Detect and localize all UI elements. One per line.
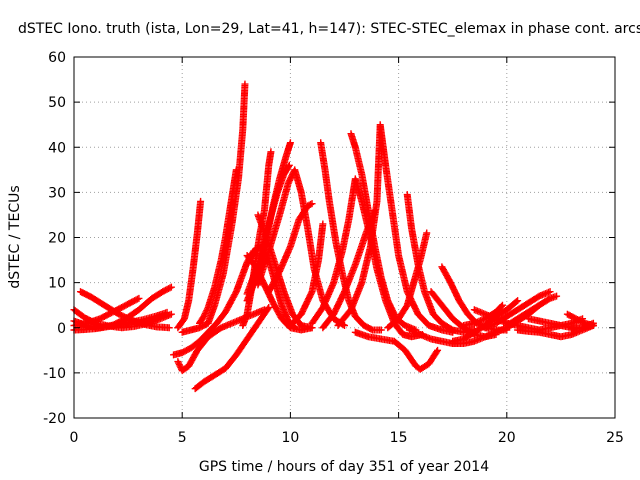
- y-tick-label: 60: [48, 50, 66, 66]
- data-point-plus: [423, 229, 431, 237]
- data-point-plus: [203, 305, 211, 313]
- y-tick-label: -10: [43, 366, 66, 382]
- data-point-plus: [166, 284, 174, 292]
- data-point-plus: [377, 326, 385, 334]
- chart-title: dSTEC Iono. truth (ista, Lon=29, Lat=41,…: [18, 21, 640, 37]
- data-point-plus: [167, 310, 175, 318]
- y-tick-label: 50: [48, 95, 66, 111]
- data-point-plus: [589, 319, 597, 327]
- data-point-plus: [241, 80, 249, 88]
- data-point-plus: [434, 346, 442, 354]
- data-point-plus: [497, 302, 505, 310]
- data-point-plus: [307, 200, 315, 208]
- series-arc: [174, 197, 205, 332]
- data-point-plus: [291, 324, 299, 332]
- series-arc: [317, 139, 385, 334]
- series-arc: [568, 319, 597, 333]
- series-arc: [384, 229, 431, 332]
- data-point-plus: [285, 163, 293, 171]
- data-point-plus: [267, 148, 275, 156]
- x-axis-label: GPS time / hours of day 351 of year 2014: [199, 459, 489, 475]
- series-arc: [334, 121, 457, 336]
- x-tick-label: 10: [281, 430, 299, 446]
- data-point-plus: [135, 294, 143, 302]
- series-arc: [514, 321, 597, 341]
- data-point-plus: [367, 325, 375, 333]
- series-arc: [191, 303, 273, 393]
- data-point-plus: [514, 297, 522, 305]
- data-point-plus: [553, 292, 561, 300]
- series-arc: [403, 191, 478, 336]
- y-tick-label: 10: [48, 276, 66, 292]
- data-point-plus: [286, 139, 294, 147]
- series-arc: [196, 166, 240, 327]
- series-arc: [286, 220, 327, 329]
- y-tick-label: 20: [48, 231, 66, 247]
- x-tick-label: 0: [70, 430, 79, 446]
- data-point-plus: [163, 308, 171, 316]
- y-axis-label: dSTEC / TECUs: [7, 185, 23, 288]
- data-point-plus: [308, 200, 316, 208]
- data-point-plus: [285, 161, 293, 169]
- x-tick-label: 25: [606, 430, 624, 446]
- y-tick-label: 0: [57, 321, 66, 337]
- series-arc: [265, 200, 316, 296]
- axis-ticks: 0 5 10 15 20 25 -20 -10 0 10 20 30 40 50 60: [43, 50, 624, 446]
- series-arc: [178, 80, 249, 336]
- y-tick-label: 30: [48, 185, 66, 201]
- data-point-plus: [433, 348, 441, 356]
- data-point-plus: [197, 197, 205, 205]
- series-arc: [503, 292, 561, 329]
- data-point-plus: [167, 283, 175, 291]
- data-point-plus: [232, 166, 240, 174]
- data-point-plus: [165, 324, 173, 332]
- series-arc: [70, 308, 171, 334]
- x-tick-label: 5: [178, 430, 187, 446]
- data-point-plus: [512, 298, 520, 306]
- data-point-plus: [133, 295, 141, 303]
- y-tick-label: 40: [48, 140, 66, 156]
- data-point-plus: [319, 220, 327, 228]
- data-point-plus: [546, 288, 554, 296]
- series-arc: [351, 328, 442, 373]
- series-arc: [243, 161, 293, 298]
- data-point-plus: [264, 305, 272, 313]
- series-arc: [481, 288, 554, 332]
- y-tick-label: -20: [43, 411, 66, 427]
- plot-markers: [70, 80, 597, 393]
- x-tick-label: 15: [390, 430, 408, 446]
- x-tick-label: 20: [498, 430, 516, 446]
- data-point-plus: [498, 301, 506, 309]
- data-point-plus: [341, 321, 348, 329]
- data-point-plus: [265, 303, 273, 311]
